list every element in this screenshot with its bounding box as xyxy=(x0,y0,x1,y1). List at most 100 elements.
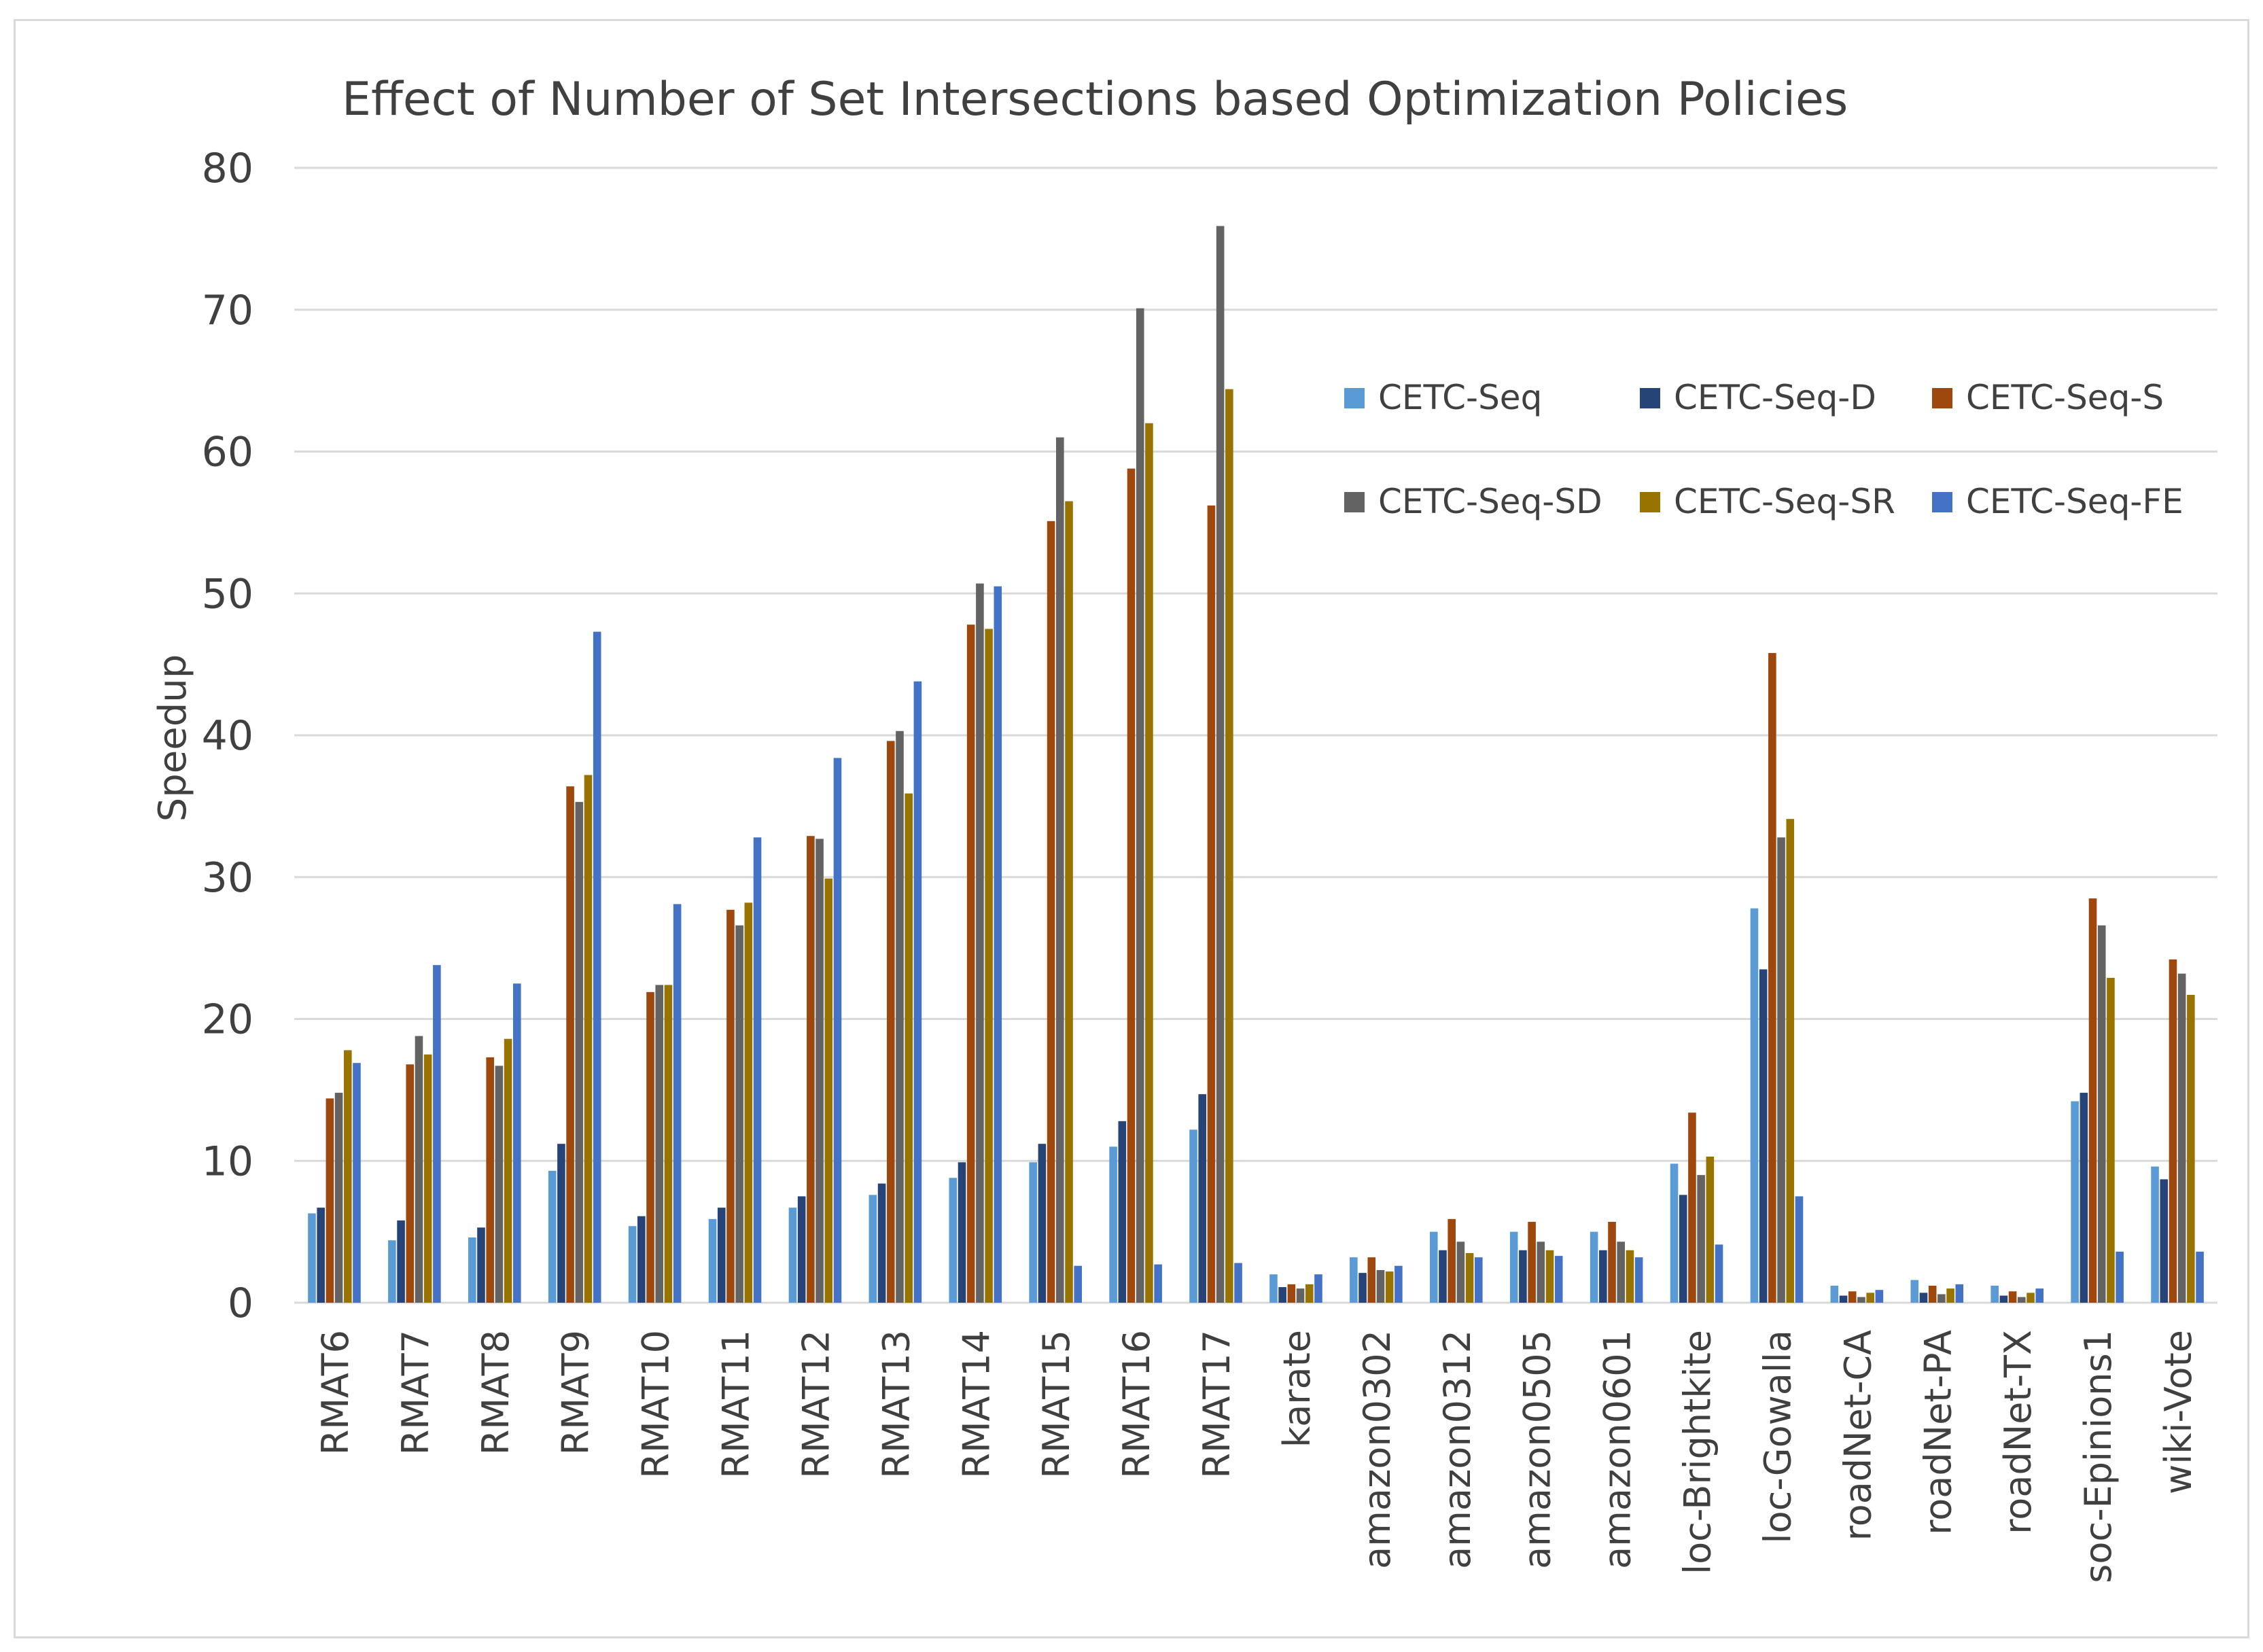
bar-cetc-seq-sr-amazon0601 xyxy=(1626,1250,1634,1303)
x-category-label: loc-Brightkite xyxy=(1677,1330,1719,1575)
bar-cetc-seq-s-rmat10 xyxy=(646,991,654,1303)
legend-swatch xyxy=(1640,492,1660,512)
bar-cetc-seq-sd-wiki-vote xyxy=(2177,973,2186,1303)
bar-cetc-seq-s-amazon0505 xyxy=(1528,1222,1536,1303)
bar-cetc-seq-loc-gowalla xyxy=(1750,908,1759,1303)
bar-cetc-seq-sr-roadnet-pa xyxy=(1946,1288,1954,1303)
bar-cetc-seq-loc-brightkite xyxy=(1670,1163,1679,1303)
bar-cetc-seq-sd-rmat14 xyxy=(976,583,984,1303)
bar-cetc-seq-fe-amazon0601 xyxy=(1634,1257,1643,1303)
bar-cetc-seq-s-amazon0312 xyxy=(1448,1218,1456,1303)
bar-cetc-seq-sd-amazon0505 xyxy=(1537,1242,1545,1303)
bar-cetc-seq-fe-rmat13 xyxy=(913,681,922,1303)
bar-cetc-seq-fe-rmat7 xyxy=(433,965,441,1303)
x-category-label: RMAT16 xyxy=(1115,1330,1158,1479)
bar-cetc-seq-d-rmat12 xyxy=(797,1196,806,1303)
bar-cetc-seq-fe-soc-epinions1 xyxy=(2116,1251,2124,1303)
bar-cetc-seq-fe-rmat16 xyxy=(1154,1264,1162,1303)
bar-cetc-seq-sd-rmat13 xyxy=(896,731,904,1303)
x-category-label: amazon0601 xyxy=(1596,1330,1639,1569)
bar-cetc-seq-d-amazon0302 xyxy=(1358,1273,1367,1303)
bar-cetc-seq-s-roadnet-ca xyxy=(1848,1291,1857,1303)
bar-cetc-seq-rmat10 xyxy=(628,1226,637,1303)
gridlines xyxy=(294,166,2217,1304)
bar-cetc-seq-s-loc-gowalla xyxy=(1768,652,1776,1303)
bar-cetc-seq-d-rmat6 xyxy=(317,1208,325,1303)
bar-cetc-seq-fe-rmat11 xyxy=(753,837,762,1303)
bar-cetc-seq-d-amazon0601 xyxy=(1599,1250,1607,1303)
x-category-label: soc-Epinions1 xyxy=(2077,1330,2120,1583)
bar-cetc-seq-d-roadnet-tx xyxy=(1999,1295,2008,1303)
bar-cetc-seq-s-rmat8 xyxy=(486,1057,494,1303)
bar-cetc-seq-sr-rmat16 xyxy=(1145,423,1153,1303)
bar-cetc-seq-s-rmat9 xyxy=(566,786,574,1303)
x-category-label: RMAT17 xyxy=(1195,1330,1238,1479)
x-category-label: loc-Gowalla xyxy=(1756,1330,1799,1543)
bar-cetc-seq-soc-epinions1 xyxy=(2071,1101,2079,1303)
bar-cetc-seq-sr-rmat11 xyxy=(744,902,753,1303)
bar-cetc-seq-rmat8 xyxy=(468,1237,476,1303)
legend-swatch xyxy=(1640,388,1660,408)
bar-cetc-seq-sr-amazon0505 xyxy=(1545,1250,1554,1303)
bar-cetc-seq-sr-rmat10 xyxy=(664,985,673,1303)
y-tick-label: 30 xyxy=(202,854,253,902)
bar-cetc-seq-s-amazon0601 xyxy=(1608,1222,1616,1303)
bar-cetc-seq-fe-rmat10 xyxy=(673,904,682,1303)
bar-cetc-seq-sd-rmat17 xyxy=(1216,226,1225,1303)
bar-cetc-seq-sd-roadnet-pa xyxy=(1937,1294,1946,1303)
chart-title: Effect of Number of Set Intersections ba… xyxy=(342,73,1848,126)
bar-cetc-seq-s-rmat14 xyxy=(966,625,975,1303)
bar-cetc-seq-s-roadnet-pa xyxy=(1928,1285,1937,1303)
bar-cetc-seq-s-rmat11 xyxy=(726,909,735,1303)
bar-cetc-seq-rmat13 xyxy=(869,1195,877,1303)
bar-cetc-seq-sr-soc-epinions1 xyxy=(2107,977,2115,1303)
bar-cetc-seq-s-rmat7 xyxy=(406,1064,415,1303)
bar-cetc-seq-s-rmat16 xyxy=(1127,468,1136,1303)
bar-cetc-seq-fe-amazon0302 xyxy=(1394,1265,1403,1303)
y-tick-label: 70 xyxy=(202,287,253,334)
bar-cetc-seq-rmat14 xyxy=(949,1178,958,1303)
bar-cetc-seq-fe-rmat17 xyxy=(1234,1263,1242,1303)
bar-cetc-seq-sd-loc-gowalla xyxy=(1777,837,1785,1303)
x-category-label: RMAT13 xyxy=(875,1330,917,1479)
bar-cetc-seq-sr-karate xyxy=(1305,1284,1314,1303)
bar-cetc-seq-amazon0312 xyxy=(1429,1231,1438,1303)
bar-cetc-seq-sd-rmat12 xyxy=(815,839,824,1303)
bar-cetc-seq-s-rmat6 xyxy=(326,1098,334,1303)
bar-cetc-seq-d-soc-epinions1 xyxy=(2080,1093,2088,1303)
bar-cetc-seq-sd-karate xyxy=(1296,1288,1305,1303)
bar-cetc-seq-rmat15 xyxy=(1029,1162,1038,1303)
y-tick-label: 20 xyxy=(202,996,253,1044)
bar-cetc-seq-fe-rmat6 xyxy=(353,1063,361,1303)
bar-cetc-seq-sr-rmat15 xyxy=(1065,501,1073,1303)
bar-cetc-seq-sr-rmat17 xyxy=(1225,389,1233,1303)
bar-cetc-seq-sd-amazon0312 xyxy=(1456,1242,1465,1303)
bar-cetc-seq-rmat11 xyxy=(708,1218,717,1303)
bar-cetc-seq-d-rmat7 xyxy=(397,1220,405,1303)
bar-cetc-seq-sr-amazon0312 xyxy=(1465,1252,1474,1303)
bar-cetc-seq-rmat12 xyxy=(788,1208,797,1303)
bar-cetc-seq-sd-loc-brightkite xyxy=(1697,1175,1705,1303)
legend-label: CETC-Seq-D xyxy=(1674,378,1876,417)
legend-swatch xyxy=(1932,492,1952,512)
bar-cetc-seq-s-rmat17 xyxy=(1207,505,1216,1303)
bar-cetc-seq-sr-rmat14 xyxy=(985,629,993,1303)
legend-swatch xyxy=(1344,492,1365,512)
bar-cetc-seq-rmat6 xyxy=(308,1213,316,1303)
legend-label: CETC-Seq-S xyxy=(1966,378,2164,417)
bar-cetc-seq-fe-amazon0312 xyxy=(1474,1257,1483,1303)
bar-cetc-seq-roadnet-pa xyxy=(1910,1280,1919,1303)
x-category-label: roadNet-PA xyxy=(1916,1330,1959,1535)
bar-cetc-seq-d-rmat16 xyxy=(1118,1121,1127,1303)
bar-cetc-seq-sd-rmat11 xyxy=(735,925,743,1303)
bar-cetc-seq-d-loc-gowalla xyxy=(1759,969,1768,1303)
bar-cetc-seq-sd-rmat6 xyxy=(334,1093,343,1303)
x-category-label: RMAT12 xyxy=(794,1330,837,1479)
bar-cetc-seq-fe-wiki-vote xyxy=(2196,1251,2204,1303)
y-axis-label: Speedup xyxy=(151,654,195,822)
bar-cetc-seq-d-rmat14 xyxy=(958,1162,966,1303)
x-category-label: amazon0505 xyxy=(1516,1330,1559,1569)
bar-cetc-seq-d-rmat15 xyxy=(1038,1144,1047,1303)
bars xyxy=(308,226,2204,1303)
x-axis-categories: RMAT6 RMAT7 RMAT8 RMAT9 RMAT10 RMAT11 RMAT12 RM… xyxy=(314,1330,2200,1583)
